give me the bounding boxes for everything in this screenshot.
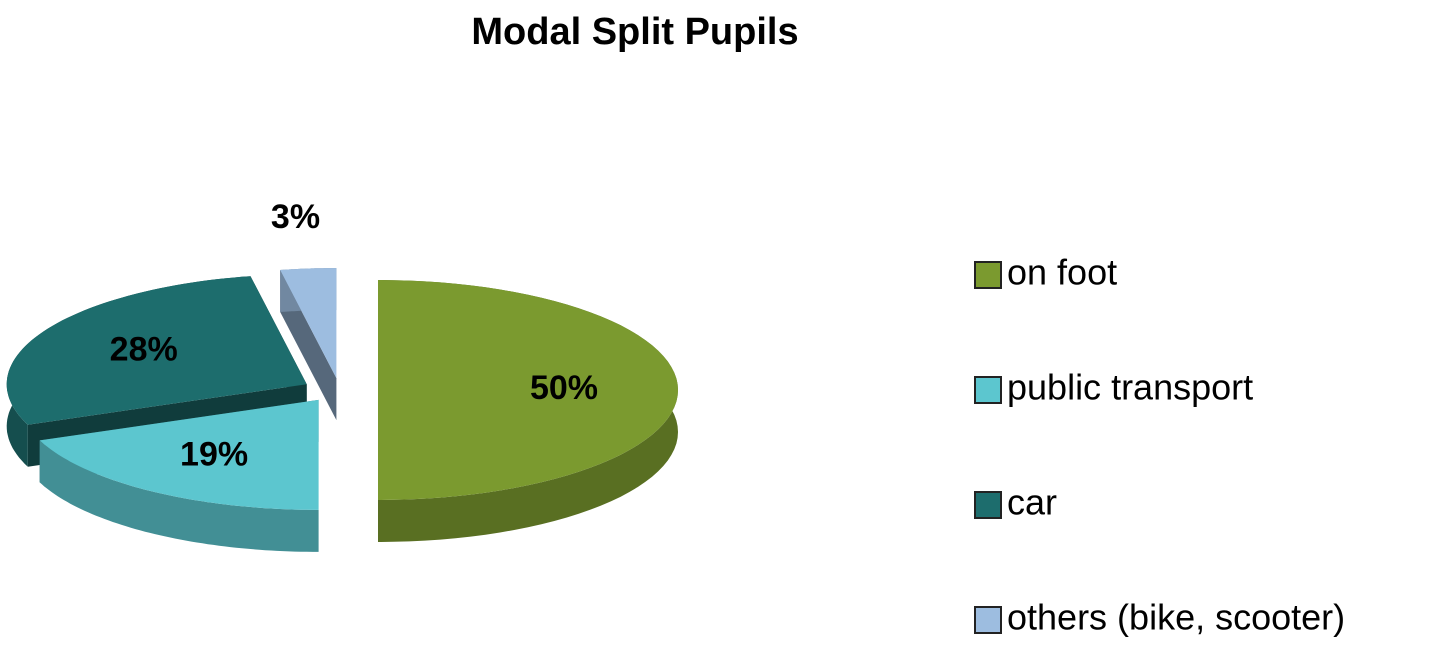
slice-wall bbox=[39, 440, 319, 552]
legend-swatch bbox=[974, 606, 1002, 634]
legend-label: public transport bbox=[1007, 367, 1253, 408]
legend-label: on foot bbox=[1007, 252, 1117, 293]
slice bbox=[39, 399, 319, 510]
slice bbox=[280, 268, 337, 379]
data-label: 50% bbox=[530, 369, 598, 407]
chart-title: Modal Split Pupils bbox=[471, 11, 798, 53]
legend-swatch bbox=[974, 261, 1002, 289]
legend-label: others (bike, scooter) bbox=[1007, 597, 1345, 638]
legend-label: car bbox=[1007, 482, 1057, 523]
legend-swatch bbox=[974, 376, 1002, 404]
slice bbox=[6, 276, 307, 425]
legend-swatch bbox=[974, 491, 1002, 519]
slice bbox=[378, 280, 678, 500]
data-label: 19% bbox=[180, 435, 248, 473]
data-label: 3% bbox=[271, 198, 320, 236]
data-label: 28% bbox=[110, 330, 178, 368]
